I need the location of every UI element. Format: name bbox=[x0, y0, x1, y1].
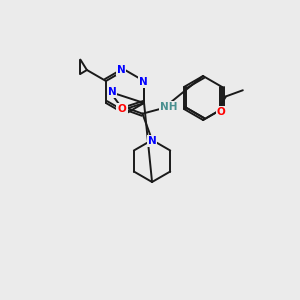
Text: N: N bbox=[108, 87, 117, 97]
Text: O: O bbox=[117, 103, 126, 113]
Text: N: N bbox=[139, 77, 147, 87]
Text: N: N bbox=[119, 104, 128, 114]
Text: N: N bbox=[117, 65, 125, 75]
Text: N: N bbox=[148, 136, 156, 146]
Text: NH: NH bbox=[160, 102, 178, 112]
Text: O: O bbox=[217, 107, 225, 117]
